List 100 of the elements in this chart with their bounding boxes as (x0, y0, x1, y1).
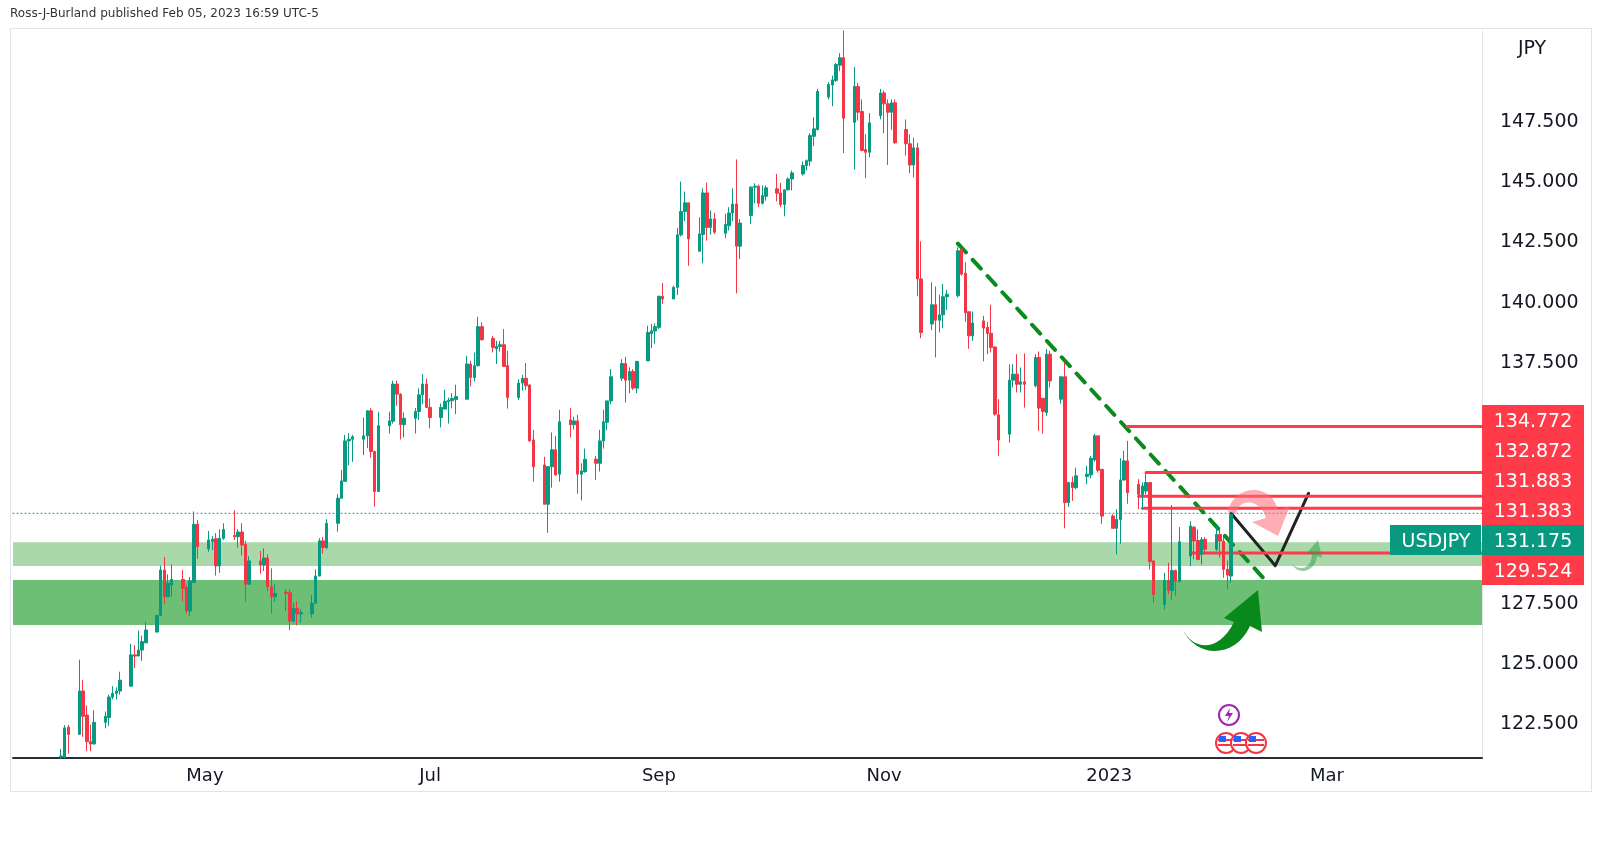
candlestick (1015, 353, 1019, 393)
data-label: 131.383 (1493, 498, 1573, 521)
candlestick (1023, 352, 1026, 409)
candlestick (402, 411, 406, 439)
candlestick (1063, 362, 1067, 529)
y-tick-label: 137.500 (1500, 349, 1579, 372)
candlestick (1137, 478, 1140, 510)
candlestick (790, 170, 794, 192)
data-label: 134.772 (1493, 408, 1573, 431)
candlestick (569, 407, 572, 439)
candlestick (543, 456, 546, 505)
candlestick (469, 360, 472, 387)
candlestick (1200, 536, 1203, 565)
candlestick (92, 709, 96, 745)
candlestick (631, 368, 635, 391)
candlestick (1126, 440, 1129, 505)
candlestick (635, 360, 639, 394)
candlestick (554, 435, 557, 477)
candlestick (211, 535, 214, 551)
candlestick (982, 315, 985, 362)
candlestick (67, 724, 70, 755)
candlestick (214, 532, 218, 577)
candlestick (1034, 353, 1037, 388)
candlestick (842, 30, 845, 154)
y-tick-label: 147.500 (1500, 108, 1579, 131)
candlestick (1203, 536, 1207, 555)
candlestick (259, 550, 262, 575)
candlestick (236, 528, 240, 549)
candlestick (1019, 366, 1022, 393)
candlestick (1174, 569, 1177, 597)
candlestick (879, 88, 882, 120)
candlestick (709, 210, 712, 236)
candlestick (893, 98, 897, 145)
x-tick-label: Jul (418, 763, 441, 785)
candlestick (1059, 376, 1063, 405)
data-label: 131.883 (1493, 468, 1573, 491)
candlestick (956, 246, 960, 299)
candlestick (129, 643, 133, 687)
candlestick (624, 356, 627, 404)
candlestick (133, 644, 137, 669)
candlestick (196, 519, 199, 560)
y-tick-label: 142.500 (1500, 229, 1579, 252)
candlestick (868, 112, 871, 158)
candlestick (757, 184, 760, 208)
candlestick (801, 161, 805, 177)
candlestick (1163, 572, 1166, 611)
candlestick (262, 547, 266, 572)
candlestick (247, 555, 251, 586)
candlestick (738, 218, 742, 260)
candlestick (1045, 348, 1048, 417)
candlestick (761, 184, 764, 205)
candlestick (517, 378, 520, 401)
candlestick (1067, 481, 1070, 508)
candlestick (941, 283, 945, 329)
candlestick (594, 455, 598, 481)
candlestick (137, 630, 140, 657)
candlestick (572, 416, 576, 431)
candlestick (930, 281, 934, 331)
candlestick (454, 384, 458, 415)
candlestick (1008, 363, 1011, 444)
candlestick (292, 602, 295, 624)
candlestick (1074, 467, 1078, 490)
candlestick (295, 600, 299, 626)
y-tick-label: 122.500 (1500, 711, 1579, 734)
candlestick (170, 563, 173, 598)
x-tick-label: May (186, 763, 224, 785)
candlestick (63, 724, 66, 759)
y-axis-title: JPY (1516, 36, 1547, 58)
candlestick (701, 187, 705, 264)
candlestick (853, 66, 856, 171)
candlestick (934, 285, 937, 359)
candlestick (705, 182, 709, 242)
candlestick (620, 358, 624, 382)
candlestick (971, 310, 974, 342)
candlestick (713, 212, 716, 235)
candlestick (495, 340, 498, 365)
candlestick (912, 137, 915, 178)
x-tick-label: 2023 (1086, 763, 1133, 785)
x-tick-label: Nov (866, 763, 902, 785)
candlestick (1071, 476, 1074, 502)
candlestick (118, 671, 122, 696)
candlestick (646, 325, 650, 362)
candlestick (377, 411, 380, 492)
candlestick (764, 184, 768, 202)
data-label: 131.175 (1493, 528, 1573, 551)
candlestick (1167, 562, 1170, 595)
candlestick (558, 409, 561, 483)
series-label: USDJPY (1401, 528, 1471, 551)
candlestick (687, 202, 690, 267)
candlestick (661, 282, 664, 305)
candlestick (78, 659, 81, 735)
candlestick (1178, 526, 1181, 583)
candlestick (1196, 528, 1200, 561)
candlestick (325, 518, 328, 550)
candlestick (576, 414, 579, 495)
x-tick-label: Sep (641, 763, 676, 785)
y-tick-label: 127.500 (1500, 590, 1579, 613)
candlestick (735, 158, 738, 294)
candlestick (163, 556, 166, 605)
candlestick (1189, 520, 1192, 567)
